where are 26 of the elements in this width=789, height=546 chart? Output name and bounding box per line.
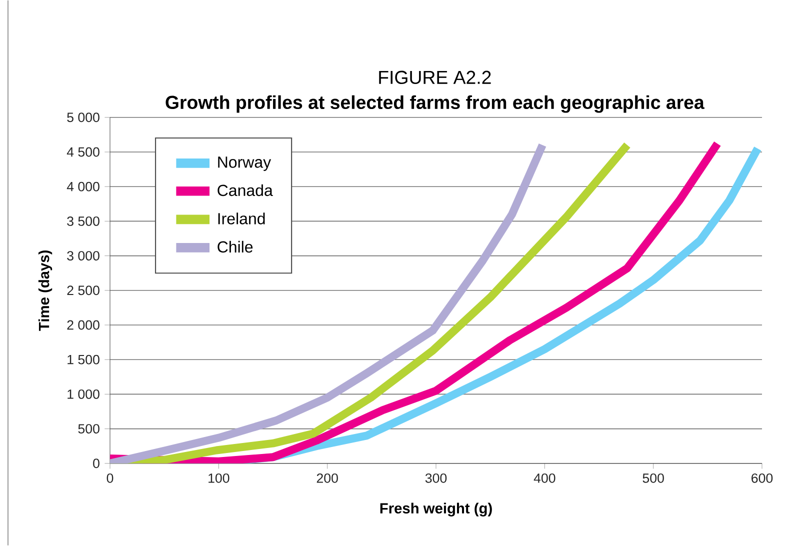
chart-title: FIGURE A2.2	[379, 70, 491, 84]
chart-subtitle: Growth profiles at selected farms from each geographic area	[166, 95, 704, 113]
y-tick-label: 1 000	[68, 390, 100, 400]
legend-label: Norway	[218, 156, 272, 172]
y-tick-label: 3 000	[67, 251, 100, 261]
x-tick-label: 300	[425, 474, 447, 483]
x-axis-title: Fresh weight (g)	[380, 502, 492, 517]
y-tick-label: 500	[78, 424, 100, 434]
legend-label: Canada	[218, 184, 273, 196]
y-tick-label: 4 000	[66, 182, 100, 192]
legend-label: Chile	[218, 240, 253, 253]
y-tick-label: 4 500	[66, 147, 100, 157]
x-tick-label: 500	[642, 474, 664, 483]
y-tick-label: 2 000	[67, 320, 100, 330]
x-tick-label: 400	[534, 474, 556, 483]
y-tick-label: 3 500	[67, 216, 100, 226]
x-tick-label: 200	[316, 474, 338, 483]
x-tick-label: 100	[208, 474, 230, 483]
x-tick-label: 600	[752, 474, 773, 483]
x-tick-label: 0	[106, 474, 114, 483]
y-tick-label: 0	[93, 458, 100, 468]
y-axis-title: Time (days)	[38, 250, 52, 331]
legend-label: Ireland	[218, 212, 265, 224]
y-tick-label: 5 000	[67, 112, 100, 122]
y-tick-label: 1 500	[68, 354, 100, 364]
y-tick-label: 2 500	[67, 286, 100, 296]
